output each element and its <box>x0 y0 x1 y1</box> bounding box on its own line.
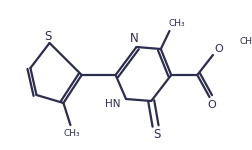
Text: CH₃: CH₃ <box>64 129 80 138</box>
Text: O: O <box>207 100 215 110</box>
Text: CH₃: CH₃ <box>238 38 252 46</box>
Text: S: S <box>44 30 51 42</box>
Text: HN: HN <box>105 99 120 109</box>
Text: S: S <box>153 129 160 141</box>
Text: N: N <box>130 33 139 45</box>
Text: CH₃: CH₃ <box>168 18 184 27</box>
Text: O: O <box>214 44 223 54</box>
